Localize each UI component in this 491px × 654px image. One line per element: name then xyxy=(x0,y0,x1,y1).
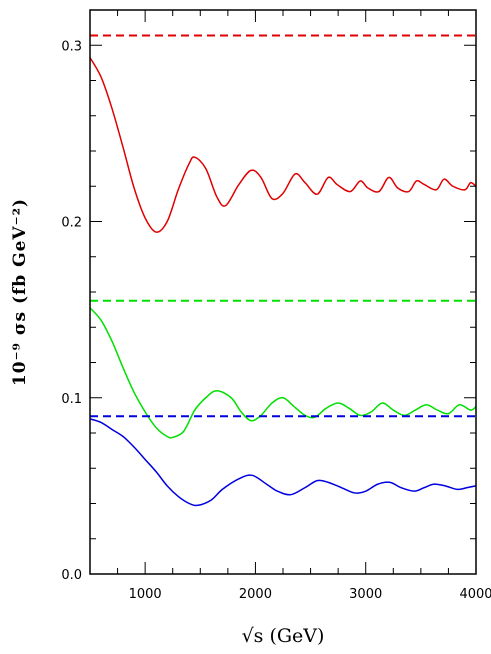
y-tick-label: 0.0 xyxy=(61,568,82,583)
series-layer xyxy=(89,34,477,507)
ticks-layer: 1000 2000 3000 4000 0.0 0.1 0.2 0.3 xyxy=(61,9,491,602)
x-tick-label: 3000 xyxy=(349,587,382,602)
series-line-5 xyxy=(89,418,477,507)
y-tick-label: 0.2 xyxy=(61,216,82,231)
x-tick-label: 4000 xyxy=(459,587,491,602)
x-axis-title: √s (GeV) xyxy=(242,625,325,647)
series-line-1 xyxy=(89,57,477,233)
x-tick-label: 2000 xyxy=(239,587,272,602)
plot-frame xyxy=(89,9,477,575)
y-tick-label: 0.1 xyxy=(61,392,82,407)
x-tick-label: 1000 xyxy=(129,587,162,602)
series-line-3 xyxy=(89,307,477,439)
y-tick-label: 0.3 xyxy=(61,39,82,54)
y-axis-title: 10⁻⁹ σs (fb GeV⁻²) xyxy=(10,198,30,386)
